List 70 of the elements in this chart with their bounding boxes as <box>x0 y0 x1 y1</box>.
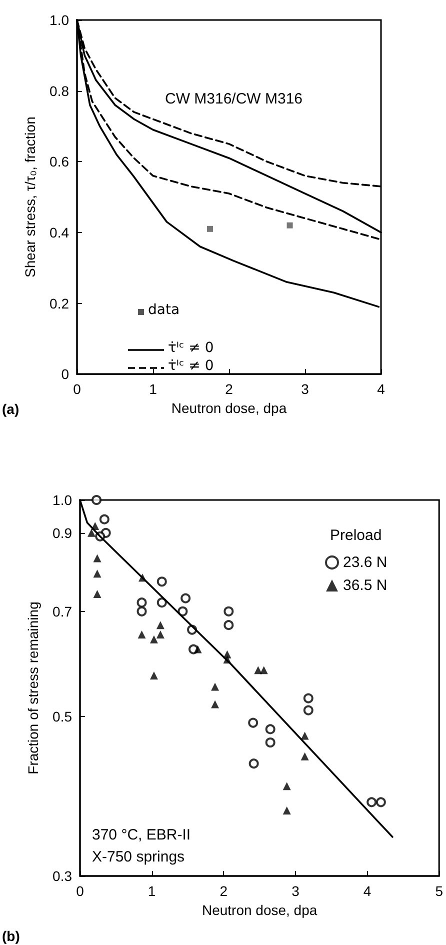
point <box>99 514 110 524</box>
x-tick-label: 2 <box>225 381 234 398</box>
y-tick-label: 0.8 <box>50 82 70 99</box>
y-axis-title: Shear stress, τ/τ₀, fraction <box>22 116 38 278</box>
point <box>248 758 259 769</box>
annotation: CW M316/CW M316 <box>165 90 303 108</box>
point <box>156 576 167 587</box>
y-tick-label: 0.2 <box>50 295 70 312</box>
x-tick-label: 3 <box>301 381 310 398</box>
x-axis-title: Neutron dose, dpa <box>202 902 318 918</box>
legend-label: 23.6 N <box>343 554 388 571</box>
point <box>180 593 191 604</box>
point <box>156 621 164 630</box>
x-tick-label: 5 <box>435 883 444 899</box>
point <box>178 606 188 616</box>
point <box>282 806 291 815</box>
y-tick-label: 0 <box>61 366 70 382</box>
x-tick-label: 3 <box>292 883 300 899</box>
point <box>150 672 158 680</box>
y-tick-label: 0.4 <box>50 224 70 240</box>
point <box>248 718 258 728</box>
x-tick-label: 2 <box>220 883 228 899</box>
legend-label: data <box>148 302 180 318</box>
point <box>156 630 164 639</box>
point <box>138 630 146 639</box>
y-tick-label: 0.6 <box>50 154 70 170</box>
point <box>194 645 202 654</box>
x-tick-label: 4 <box>363 883 372 899</box>
point <box>282 782 291 790</box>
x-tick-label: 4 <box>377 381 386 398</box>
point <box>150 635 158 644</box>
legend-label: τ̇ᴵᶜ ≠ 0 <box>168 340 214 356</box>
point <box>211 682 220 691</box>
point <box>265 738 276 748</box>
legend-label: τ̇ᴵᶜ ≠ 0 <box>168 358 214 374</box>
text: (b) <box>2 928 20 944</box>
x-tick-label: 1 <box>148 883 156 899</box>
y-tick-label: 0.5 <box>52 708 72 724</box>
point <box>300 732 309 740</box>
point <box>156 598 167 608</box>
point <box>224 620 234 630</box>
point <box>366 797 377 808</box>
y-tick-label: 0.9 <box>52 524 72 541</box>
point <box>136 598 147 608</box>
x-tick-label: 1 <box>149 381 158 398</box>
point <box>376 797 386 808</box>
x-tick-label: 0 <box>76 883 84 899</box>
text: (a) <box>2 401 20 417</box>
point <box>136 606 147 616</box>
point <box>303 705 314 716</box>
y-tick-label: 1.0 <box>50 12 70 28</box>
point <box>211 700 220 708</box>
point <box>92 495 102 505</box>
point <box>93 590 102 598</box>
y-tick-label: 1.0 <box>52 492 72 508</box>
y-tick-label: 0.3 <box>52 868 72 884</box>
y-tick-label: 0.7 <box>52 603 72 620</box>
point <box>93 570 102 578</box>
point <box>260 666 268 674</box>
point <box>87 528 96 537</box>
point <box>265 724 276 734</box>
x-axis-title: Neutron dose, dpa <box>171 400 287 416</box>
legend-label: 36.5 N <box>343 577 388 594</box>
point <box>93 554 102 562</box>
annotation: 370 °C, EBR-II X-750 springs <box>92 826 191 866</box>
point <box>300 752 309 760</box>
point <box>224 606 234 616</box>
legend-title: Preload <box>330 527 382 544</box>
y-axis-title: Fraction of stress remaining <box>25 602 41 774</box>
point <box>303 693 314 704</box>
